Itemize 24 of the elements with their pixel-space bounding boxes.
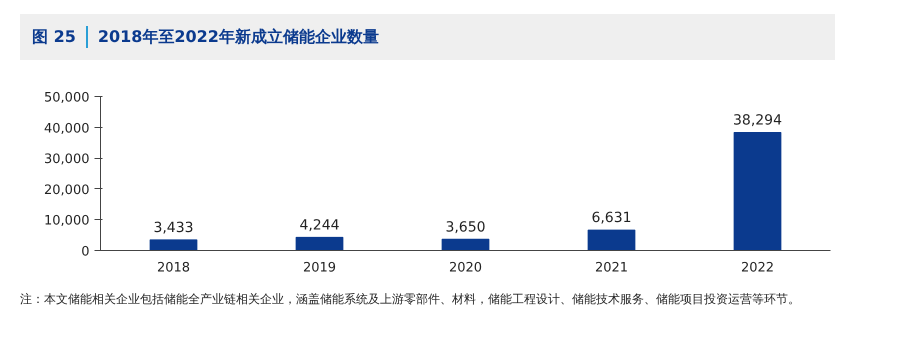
y-tick-label: 0 bbox=[81, 244, 90, 260]
caption: 图 25 bbox=[32, 26, 76, 48]
bar bbox=[150, 239, 198, 250]
bar bbox=[588, 230, 636, 250]
y-tick-label: 30,000 bbox=[44, 152, 90, 168]
y-tick-label: 20,000 bbox=[44, 182, 90, 198]
x-tick-label: 2019 bbox=[302, 260, 336, 276]
bar bbox=[296, 236, 344, 250]
data-label: 38,294 bbox=[733, 112, 782, 129]
data-label: 3,650 bbox=[445, 219, 486, 236]
bar bbox=[734, 132, 782, 250]
x-tick-label: 2022 bbox=[740, 260, 774, 276]
x-tick-label: 2018 bbox=[156, 260, 190, 276]
data-label: 3,433 bbox=[153, 220, 194, 236]
data-label: 6,631 bbox=[591, 210, 632, 226]
y-tick-label: 40,000 bbox=[44, 121, 90, 136]
data-label: 4,244 bbox=[299, 217, 340, 234]
x-tick-label: 2020 bbox=[448, 260, 482, 276]
text: 注：本文储能相关企业包括储能全产业链相关企业，涵盖储能系统及上游零部件、材料，储能工程设计、储能技术服务、储能项目投资运营等环节。 bbox=[20, 291, 801, 307]
y-tick-label: 50,000 bbox=[44, 90, 90, 106]
bar bbox=[442, 238, 490, 250]
chart-title: 2018年至2022年新成立储能企业数量 bbox=[98, 26, 379, 48]
y-tick-label: 10,000 bbox=[44, 214, 90, 229]
x-tick-label: 2021 bbox=[594, 260, 628, 276]
